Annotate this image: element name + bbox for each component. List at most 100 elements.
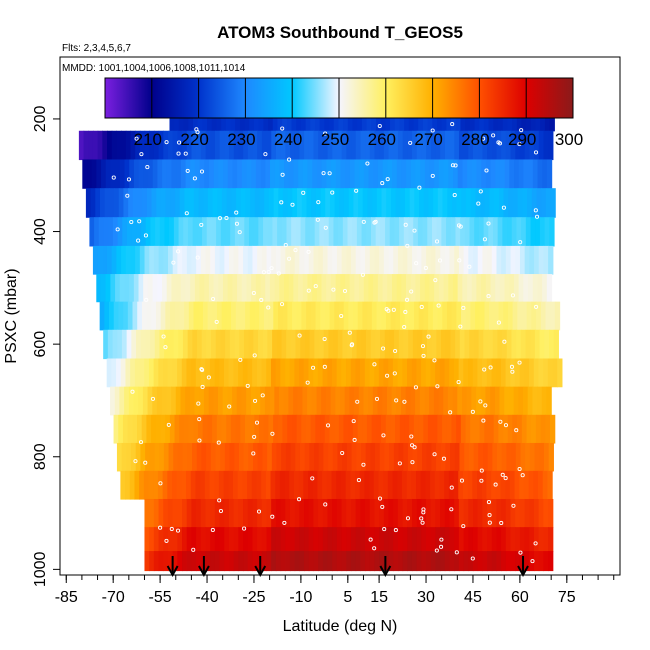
heatmap-cell: [168, 130, 174, 161]
heatmap-cell: [402, 358, 408, 388]
heatmap-cell: [355, 245, 362, 275]
heatmap-cell: [163, 245, 169, 275]
heatmap-cell: [303, 470, 309, 500]
heatmap-cell: [418, 414, 424, 444]
heatmap-cell: [234, 329, 240, 360]
heatmap-cell: [178, 329, 184, 360]
heatmap-cell: [379, 551, 385, 572]
sample-point: [282, 520, 287, 525]
heatmap-cell: [126, 329, 132, 360]
heatmap-cell: [238, 130, 244, 161]
heatmap-cell: [342, 329, 348, 360]
heatmap-cell: [502, 217, 508, 247]
heatmap-cell: [512, 301, 518, 331]
heatmap-cell: [99, 188, 106, 218]
heatmap-cell: [462, 159, 468, 189]
heatmap-cell: [266, 245, 272, 275]
heatmap-cell: [486, 358, 493, 388]
heatmap-cell: [444, 470, 450, 500]
heatmap-cell: [412, 442, 418, 472]
heatmap-cell: [519, 130, 526, 161]
colorbar-tick-label: 290: [508, 130, 536, 149]
heatmap-cell: [304, 551, 310, 572]
heatmap-cell: [97, 130, 103, 161]
heatmap-cell: [285, 527, 291, 552]
heatmap-cell: [301, 414, 307, 444]
heatmap-cell: [109, 301, 115, 331]
heatmap-cell: [128, 386, 135, 416]
heatmap-cell: [414, 301, 420, 331]
heatmap-cell: [395, 414, 401, 444]
heatmap-cell: [125, 130, 132, 161]
sample-point: [461, 524, 466, 529]
heatmap-cell: [230, 414, 237, 444]
sample-point: [514, 428, 519, 433]
heatmap-cell: [365, 527, 371, 552]
heatmap-cell: [496, 130, 502, 161]
heatmap-cell: [221, 301, 227, 331]
heatmap-cell: [116, 245, 122, 275]
heatmap-cell: [421, 527, 427, 552]
sample-point: [360, 272, 365, 277]
y-tick-label: 400: [32, 218, 49, 245]
heatmap-cell: [158, 527, 164, 552]
sample-point: [256, 509, 262, 514]
heatmap-cell: [273, 301, 279, 331]
heatmap-cell: [426, 442, 432, 472]
sample-point: [134, 136, 139, 141]
heatmap-cell: [205, 358, 211, 388]
sample-point: [449, 507, 454, 512]
heatmap-cell: [411, 358, 418, 388]
sample-point: [520, 473, 525, 478]
heatmap-cell: [553, 329, 559, 360]
heatmap-cell: [327, 527, 333, 552]
heatmap-cell: [493, 414, 499, 444]
sample-point: [305, 380, 310, 385]
sample-point: [322, 364, 327, 369]
heatmap-cell: [271, 498, 277, 528]
heatmap-cell: [291, 414, 298, 444]
heatmap-cell: [224, 551, 230, 572]
heatmap-cell: [360, 498, 366, 528]
heatmap-cell: [87, 159, 93, 189]
heatmap-cell: [238, 527, 244, 552]
heatmap-cell: [360, 245, 366, 275]
heatmap-cell: [122, 217, 128, 247]
heatmap-cell: [263, 301, 270, 331]
heatmap-cell: [299, 442, 306, 472]
heatmap-cell: [282, 188, 289, 218]
heatmap-cell: [378, 358, 385, 388]
colorbar-tick-label: 230: [227, 130, 255, 149]
sample-point: [437, 258, 443, 263]
heatmap-cell: [421, 245, 427, 275]
heatmap-cell: [438, 274, 445, 303]
heatmap-cell: [417, 442, 423, 472]
heatmap-cell: [137, 188, 143, 218]
heatmap-cell: [468, 527, 474, 552]
heatmap-cell: [238, 245, 244, 275]
heatmap-cell: [407, 498, 413, 528]
heatmap-cell: [435, 498, 441, 528]
heatmap-cell: [523, 159, 529, 189]
heatmap-cell: [204, 159, 210, 189]
heatmap-cell: [539, 442, 545, 472]
sample-point: [327, 171, 332, 176]
heatmap-cell: [122, 414, 129, 444]
heatmap-cell: [286, 217, 292, 247]
heatmap-cell: [187, 442, 193, 472]
heatmap-cell: [135, 245, 141, 275]
heatmap-cell: [410, 159, 417, 189]
heatmap-cell: [442, 301, 448, 331]
sample-point: [217, 216, 222, 221]
heatmap-cell: [312, 470, 319, 500]
heatmap-cell: [483, 329, 489, 360]
heatmap-cell: [305, 217, 311, 247]
heatmap-cell: [541, 188, 547, 218]
heatmap-cell: [542, 470, 549, 500]
sample-point: [251, 451, 256, 456]
heatmap-cell: [462, 470, 469, 500]
heatmap-cell: [253, 442, 259, 472]
heatmap-cell: [424, 386, 430, 416]
sample-point: [111, 175, 116, 180]
heatmap-cell: [463, 551, 469, 572]
